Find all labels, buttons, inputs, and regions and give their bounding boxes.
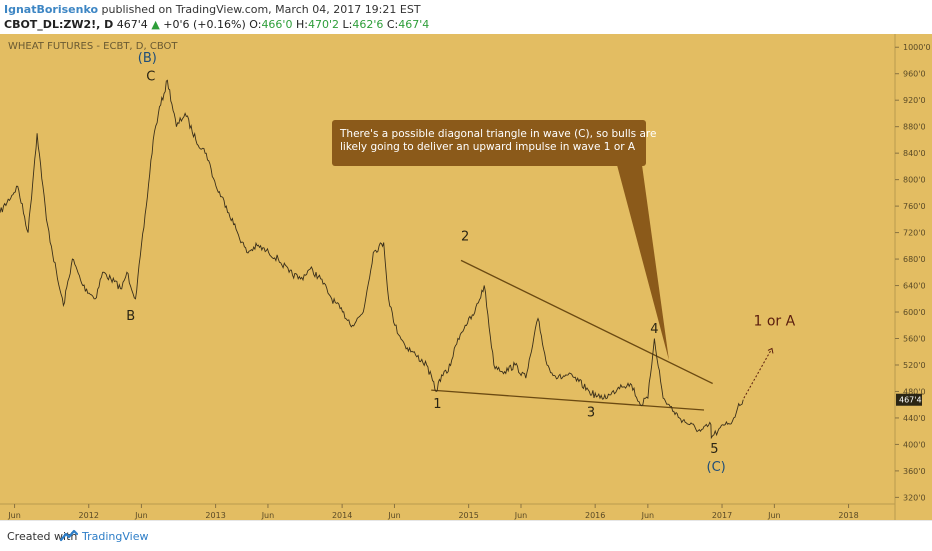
last-price: 467'4 <box>116 18 148 31</box>
price-series <box>0 79 744 440</box>
y-tick-label: 840'0 <box>903 149 926 158</box>
wave-label: (C) <box>707 460 726 475</box>
y-tick-label: 520'0 <box>903 361 926 370</box>
low-label: L: <box>342 18 353 31</box>
x-tick-label: Jun <box>641 511 655 520</box>
symbol-name[interactable]: CBOT_DL:ZW2!, D <box>4 18 114 31</box>
x-tick-label: 2017 <box>712 511 732 520</box>
x-tick-label: 2018 <box>838 511 858 520</box>
wave-label: 4 <box>650 322 658 337</box>
y-tick-label: 880'0 <box>903 123 926 132</box>
y-tick-label: 360'0 <box>903 467 926 476</box>
wave-label: 5 <box>710 442 718 457</box>
high-label: H: <box>295 18 308 31</box>
close-value: 467'4 <box>398 18 430 31</box>
wave-label: 2 <box>461 230 469 245</box>
y-tick-label: 600'0 <box>903 308 926 317</box>
y-tick-label: 400'0 <box>903 440 926 449</box>
y-tick-label: 920'0 <box>903 96 926 105</box>
y-tick-label: 640'0 <box>903 282 926 291</box>
x-tick-label: Jun <box>261 511 275 520</box>
y-tick-label: 560'0 <box>903 335 926 344</box>
up-arrow-icon: ▲ <box>151 18 160 31</box>
callout-pointer <box>617 165 669 361</box>
chart-title: WHEAT FUTURES - ECBT, D, CBOT <box>8 41 178 52</box>
projection-line <box>743 348 773 399</box>
wave-label: 1 or A <box>754 313 796 329</box>
wave-labels: (B) C B 1 2 3 4 5 (C) 1 or A <box>126 51 795 475</box>
change-value: +0'6 (+0.16%) <box>163 18 246 31</box>
footer: Created with TradingView <box>0 520 932 551</box>
y-tick-label: 1000'0 <box>903 43 931 52</box>
x-tick-label: 2015 <box>458 511 478 520</box>
wave-label: (B) <box>138 51 157 66</box>
last-price-badge <box>896 393 922 406</box>
projection-arrowhead-icon <box>767 347 774 354</box>
x-tick-label: Jun <box>134 511 148 520</box>
x-tick-label: Jun <box>514 511 528 520</box>
created-with-text: Created with <box>7 530 78 543</box>
open-value: 466'0 <box>261 18 293 31</box>
y-tick-label: 760'0 <box>903 202 926 211</box>
y-tick-label: 720'0 <box>903 229 926 238</box>
close-label: C: <box>386 18 399 31</box>
high-value: 470'2 <box>307 18 339 31</box>
x-tick-label: Jun <box>7 511 21 520</box>
tradingview-logo-icon <box>60 529 78 542</box>
x-tick-label: Jun <box>767 511 781 520</box>
price-chart[interactable]: WHEAT FUTURES - ECBT, D, CBOT 1000'0 960'… <box>0 34 932 520</box>
y-tick-label: 440'0 <box>903 414 926 423</box>
time-axis[interactable]: Jun 2012 Jun 2013 Jun 2014 Jun 2015 Jun 2016 Jun 20… <box>7 504 859 520</box>
x-tick-label: 2012 <box>79 511 99 520</box>
x-tick-label: 2014 <box>332 511 352 520</box>
wave-label: B <box>126 309 135 324</box>
published-text: published on TradingView.com, March 04, … <box>101 3 421 16</box>
wave-label: C <box>146 69 155 84</box>
open-label: O: <box>249 18 262 31</box>
last-price-tag: 467'4 <box>896 393 922 406</box>
publish-header: IgnatBorisenko published on TradingView.… <box>4 3 421 16</box>
symbol-header: CBOT_DL:ZW2!, D 467'4 ▲ +0'6 (+0.16%) O:… <box>4 18 429 31</box>
low-value: 462'6 <box>352 18 384 31</box>
trendline[interactable] <box>460 259 713 385</box>
wave-label: 3 <box>587 406 595 421</box>
trendline[interactable] <box>431 389 705 411</box>
y-tick-label: 960'0 <box>903 70 926 79</box>
callout-text: There's a possible diagonal triangle in … <box>339 128 656 140</box>
x-tick-label: 2016 <box>585 511 605 520</box>
callout-box[interactable] <box>332 120 646 166</box>
callout-text: likely going to deliver an upward impuls… <box>340 141 636 153</box>
price-line <box>0 79 744 440</box>
y-tick-label: 480'0 <box>903 387 926 396</box>
annotation-callout[interactable]: There's a possible diagonal triangle in … <box>332 120 669 361</box>
x-tick-label: 2013 <box>205 511 225 520</box>
wave-label: 1 <box>433 397 441 412</box>
author-link[interactable]: IgnatBorisenko <box>4 3 99 16</box>
x-tick-label: Jun <box>387 511 401 520</box>
y-tick-label: 680'0 <box>903 255 926 264</box>
last-price-label: 467'4 <box>899 396 922 405</box>
y-tick-label: 320'0 <box>903 493 926 502</box>
price-axis[interactable]: 1000'0 960'0 920'0 880'0 840'0 800'0 760'0 720'… <box>895 43 931 502</box>
trendlines <box>431 259 774 411</box>
plot-background <box>0 34 932 520</box>
tradingview-brand[interactable]: TradingView <box>82 530 149 543</box>
y-tick-label: 800'0 <box>903 176 926 185</box>
